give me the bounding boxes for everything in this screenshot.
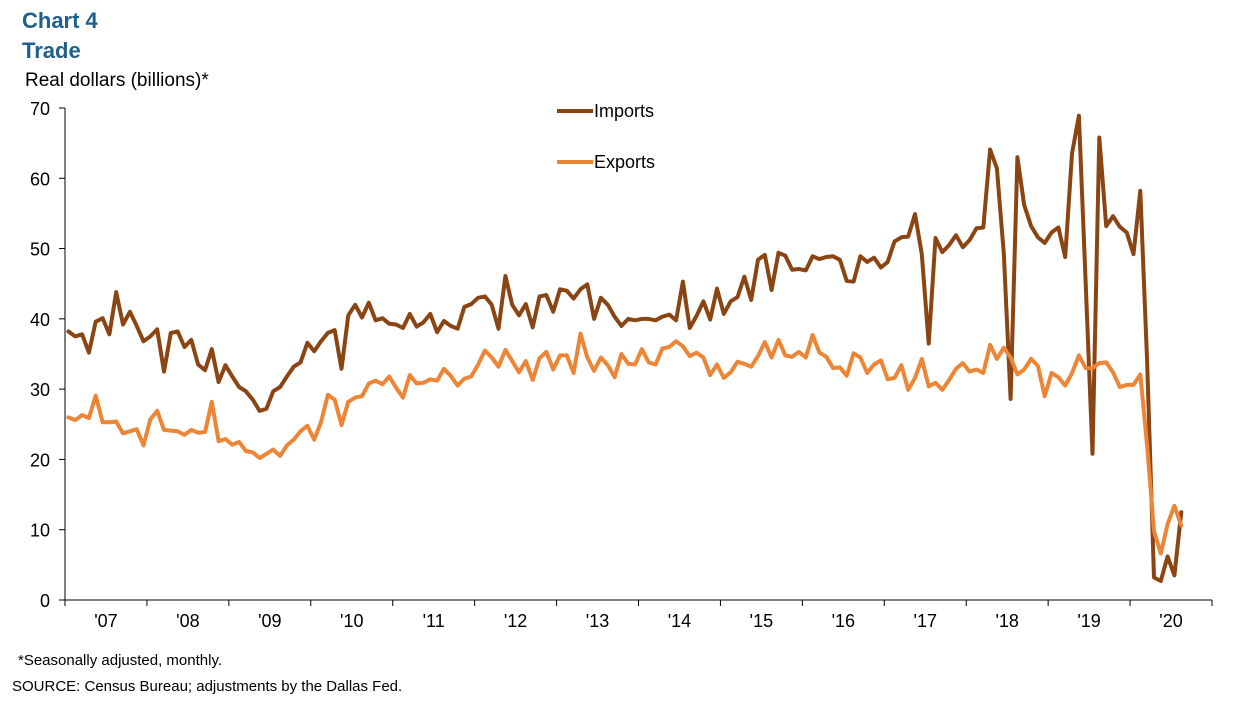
series-line-imports xyxy=(66,113,1184,583)
y-axis: 0 10 20 30 40 50 60 70 xyxy=(30,99,66,611)
x-tick-label: '09 xyxy=(258,611,281,631)
y-tick-label: 70 xyxy=(30,99,50,119)
legend-label-exports: Exports xyxy=(594,152,655,172)
footnote: *Seasonally adjusted, monthly. xyxy=(18,652,223,669)
x-tick-label: '18 xyxy=(995,611,1018,631)
y-tick-label: 30 xyxy=(30,380,50,400)
trade-line-chart: 0 10 20 30 40 50 60 70 '07 '08 '09 '10 '11 '12 '13 '14… xyxy=(30,99,1213,631)
x-tick-label: '13 xyxy=(586,611,609,631)
x-tick-label: '07 xyxy=(94,611,117,631)
chart-title: Trade xyxy=(22,38,81,63)
y-tick-label: 0 xyxy=(40,591,50,611)
x-tick-label: '10 xyxy=(340,611,363,631)
series-layer xyxy=(66,113,1184,583)
x-axis: '07 '08 '09 '10 '11 '12 '13 '14 '15 '16 '17 '18 '19 '… xyxy=(64,599,1213,631)
x-tick-label: '20 xyxy=(1159,611,1182,631)
y-axis-label: Real dollars (billions)* xyxy=(25,70,209,91)
legend-label-imports: Imports xyxy=(594,101,654,121)
x-tick-label: '14 xyxy=(668,611,691,631)
y-tick-label: 60 xyxy=(30,169,50,189)
y-tick-label: 10 xyxy=(30,521,50,541)
y-tick-label: 40 xyxy=(30,310,50,330)
source-note: SOURCE: Census Bureau; adjustments by th… xyxy=(12,678,403,695)
x-tick-label: '17 xyxy=(914,611,937,631)
x-tick-label: '15 xyxy=(750,611,773,631)
x-tick-label: '11 xyxy=(423,611,445,631)
x-tick-label: '08 xyxy=(176,611,199,631)
x-tick-label: '12 xyxy=(504,611,527,631)
x-tick-label: '16 xyxy=(832,611,855,631)
y-tick-label: 50 xyxy=(30,240,50,260)
legend: Imports Exports xyxy=(557,101,655,172)
y-tick-label: 20 xyxy=(30,450,50,470)
series-line-exports xyxy=(66,331,1184,556)
x-tick-label: '19 xyxy=(1077,611,1100,631)
chart-number: Chart 4 xyxy=(22,8,98,33)
